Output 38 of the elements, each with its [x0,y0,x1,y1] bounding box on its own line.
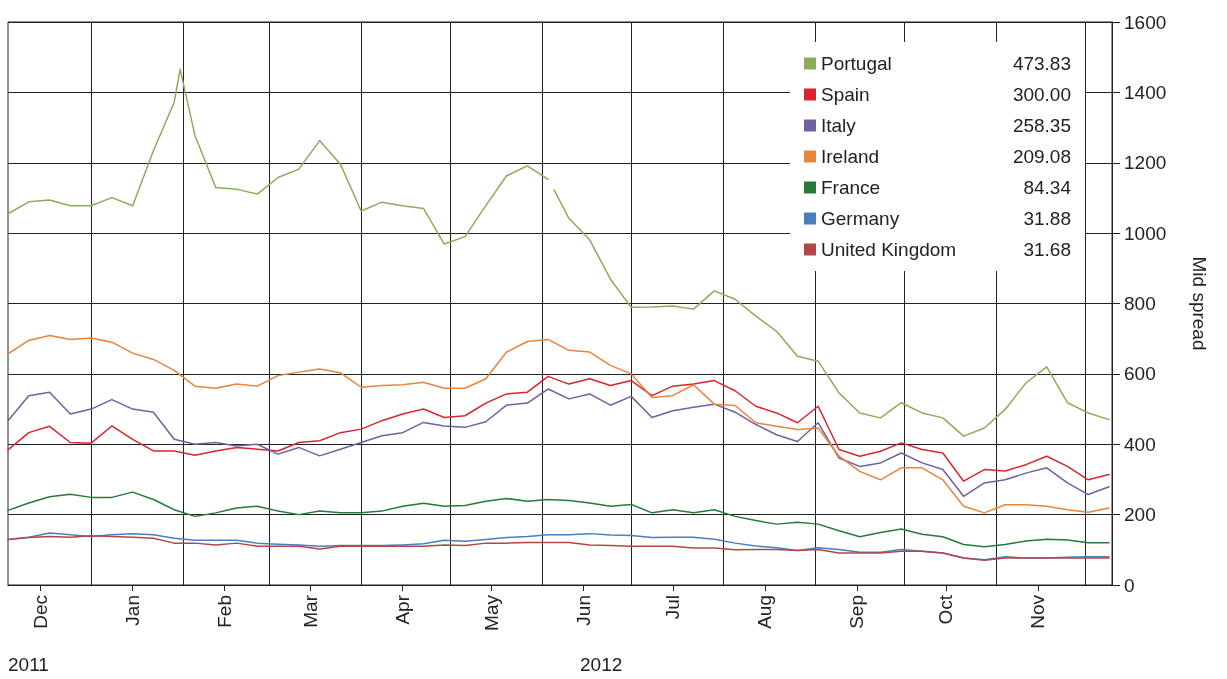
y-tick-label: 1000 [1124,222,1167,244]
legend-label: United Kingdom [821,239,957,260]
y-tick-label: 0 [1124,574,1135,596]
annotation: 300.00 [1012,84,1071,105]
annotation: 31.88 [1023,208,1071,229]
x-tick-label: Oct [935,594,957,625]
x-tick-label: Jun [573,595,595,626]
y-tick-label: 600 [1124,363,1156,385]
y-tick-label: 800 [1124,293,1156,314]
x-tick-label: Nov [1027,594,1049,629]
legend-label: Spain [821,84,870,105]
y-tick-label: 200 [1124,504,1156,526]
y-tick-label: 1600 [1124,11,1167,33]
annotation: 258.35 [1012,115,1071,136]
x-tick-label: Jan [122,595,144,626]
x-tick-label: Apr [392,594,414,625]
annotation: 473.83 [1012,53,1071,74]
annotation: 84.34 [1023,177,1072,198]
legend-label: Portugal [821,53,892,74]
x-tick-label: Jul [662,595,684,620]
y-axis-title: Mid spread [1189,256,1210,351]
legend-label: Germany [821,208,900,229]
y-tick-label: 400 [1124,433,1156,455]
x-tick-label: Sep [846,595,868,629]
legend-label: Ireland [821,146,880,167]
y-tick-label: 1200 [1124,152,1167,174]
annotation: 209.08 [1012,146,1071,167]
x-tick-label: Feb [214,595,236,628]
legend-label: Italy [821,115,857,136]
x-tick-label: Aug [754,595,776,629]
annotation: 31.68 [1023,239,1071,260]
text: 2011 [8,654,49,675]
text: 2012 [580,654,623,675]
x-tick-label: Mar [300,594,322,628]
x-tick-label: May [481,594,503,631]
x-tick-label: Dec [30,595,52,629]
y-tick-label: 1400 [1124,81,1167,103]
legend-label: France [821,177,881,198]
